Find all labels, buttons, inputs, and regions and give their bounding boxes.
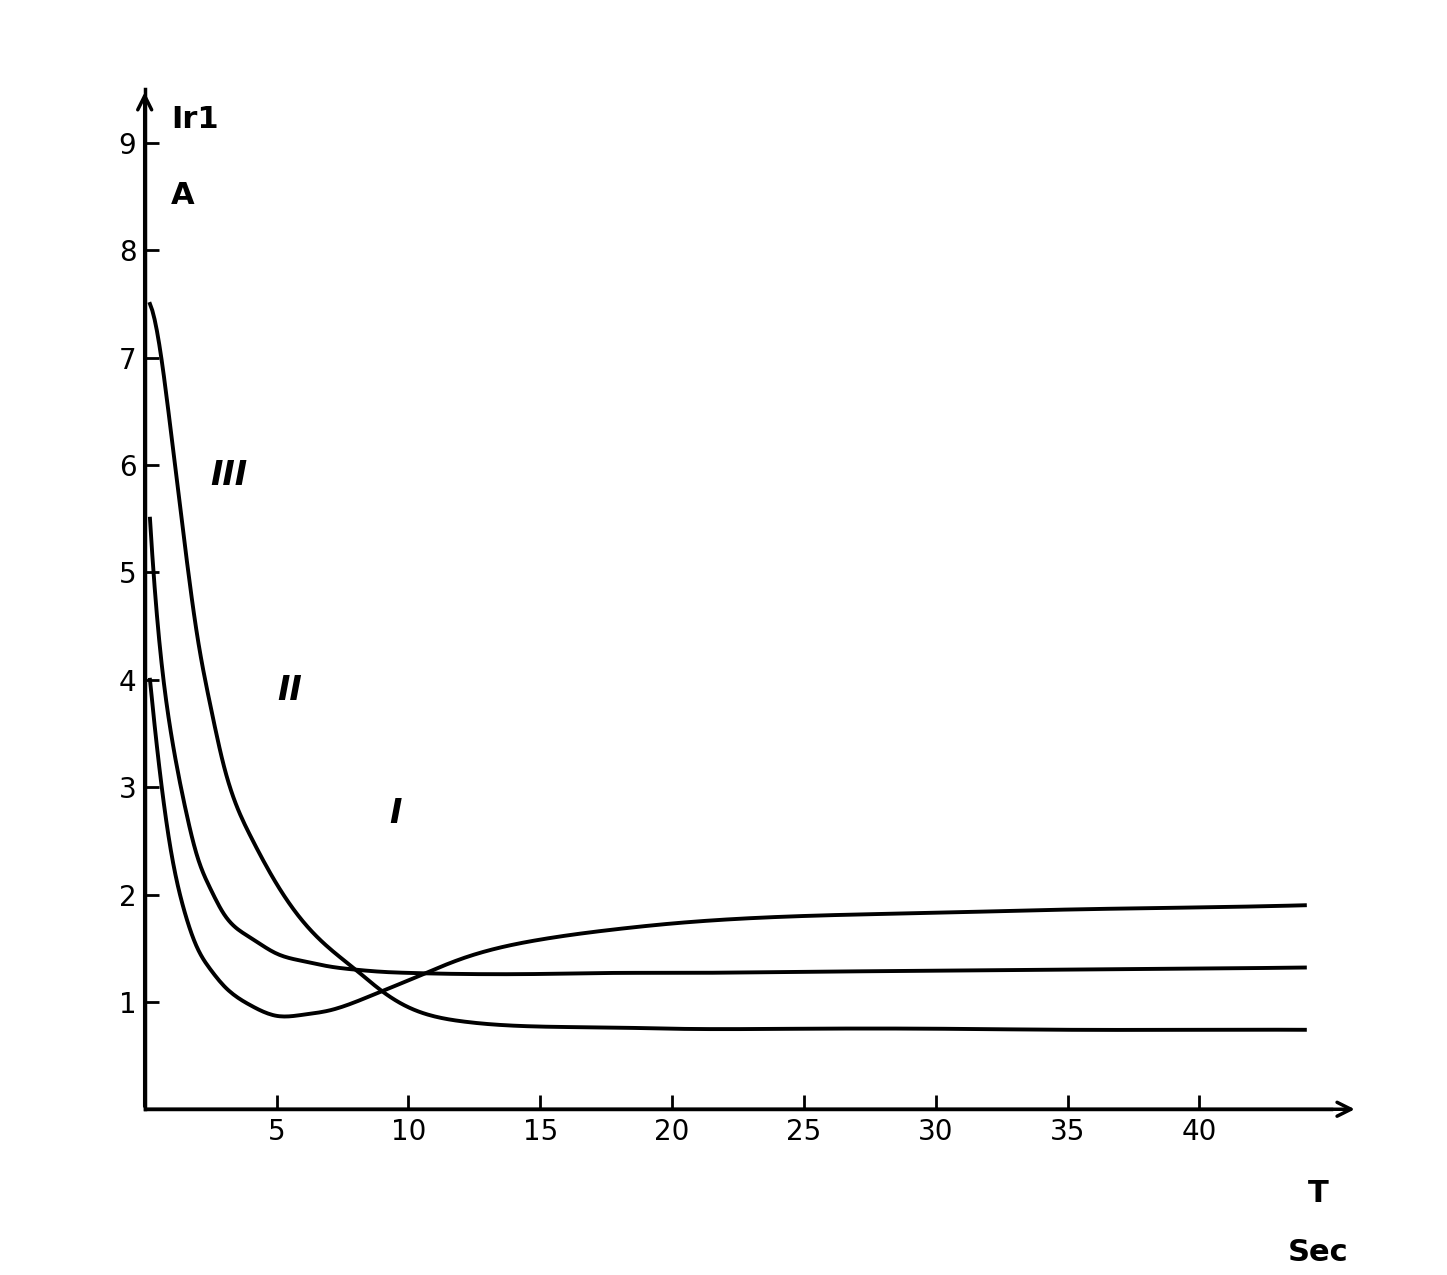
Text: Ir1: Ir1 [171, 106, 218, 134]
Text: II: II [278, 674, 302, 708]
Text: Sec: Sec [1288, 1238, 1349, 1267]
Text: I: I [389, 797, 401, 830]
Text: T: T [1308, 1179, 1328, 1207]
Text: A: A [171, 181, 195, 209]
Text: III: III [210, 459, 247, 492]
